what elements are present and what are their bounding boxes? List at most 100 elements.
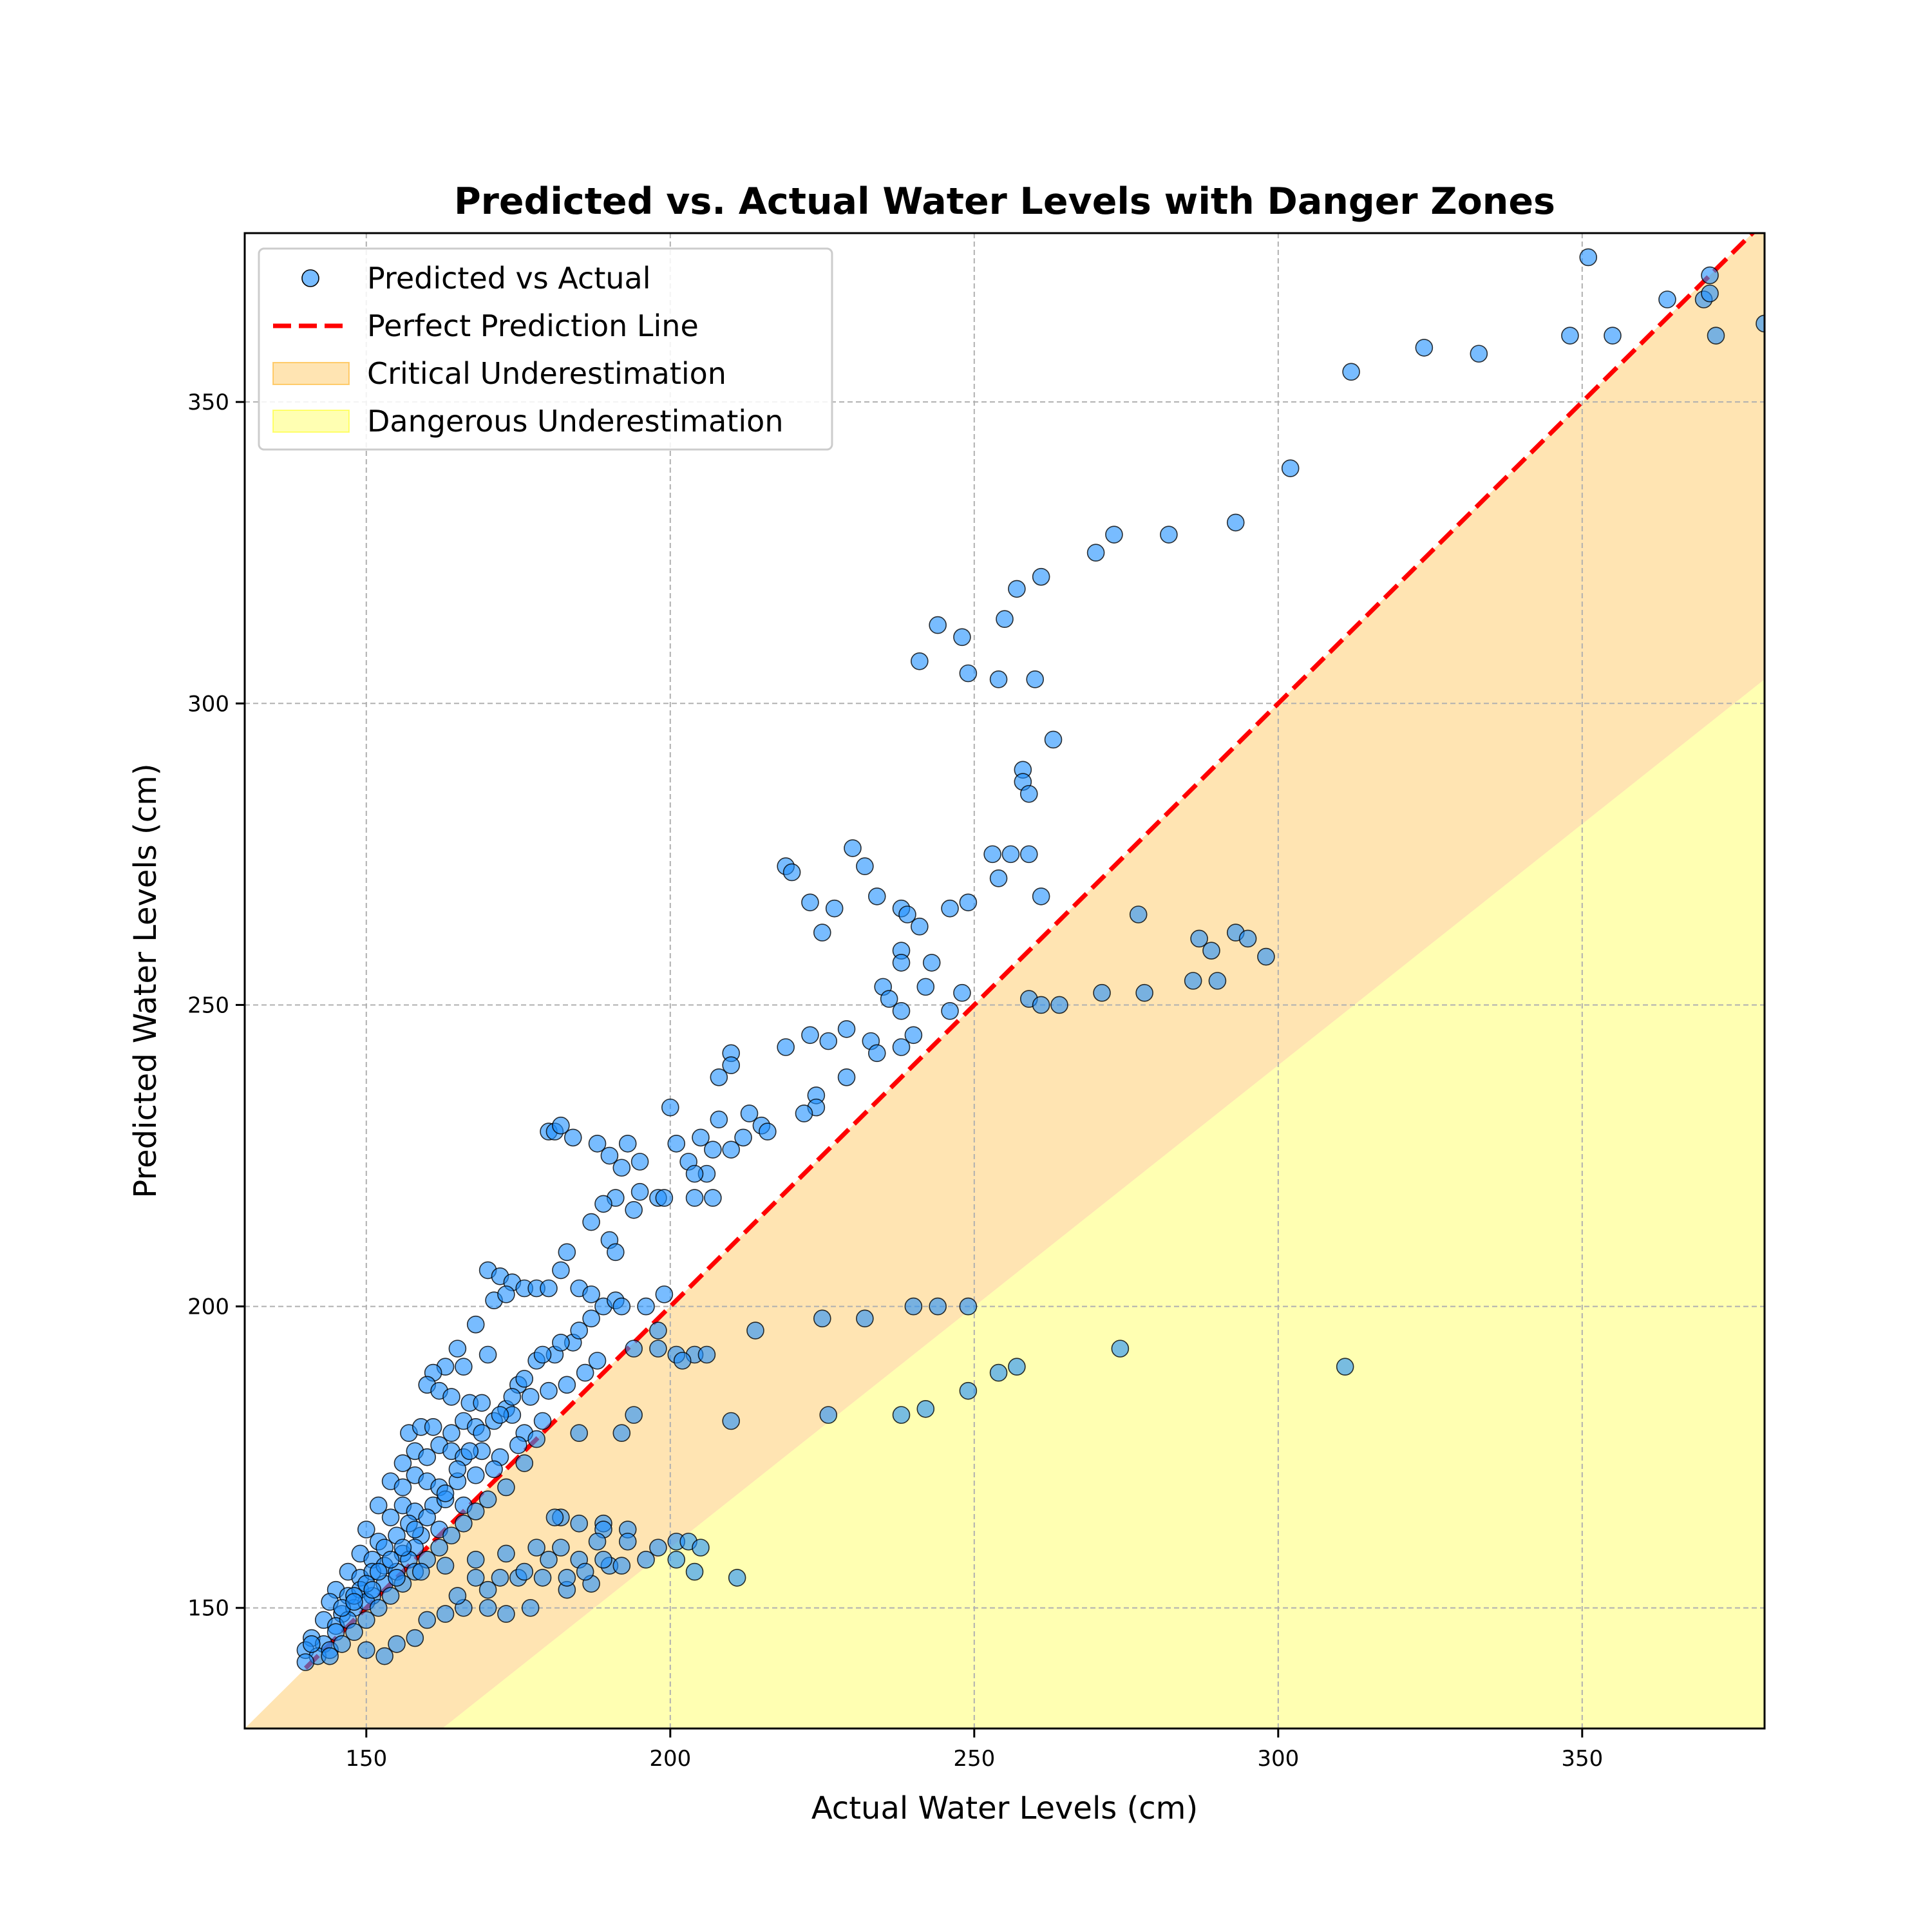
x-tick-label: 200 bbox=[649, 1746, 691, 1772]
data-point bbox=[929, 616, 947, 634]
data-point bbox=[388, 1635, 406, 1653]
data-point bbox=[527, 1430, 545, 1448]
data-point bbox=[296, 1653, 315, 1671]
data-point bbox=[734, 1128, 752, 1147]
data-point bbox=[418, 1508, 437, 1527]
data-point bbox=[406, 1520, 424, 1539]
data-point bbox=[953, 983, 971, 1002]
data-point bbox=[625, 1200, 643, 1219]
data-point bbox=[1135, 983, 1153, 1002]
data-point bbox=[381, 1508, 400, 1527]
data-point bbox=[759, 1122, 777, 1141]
data-point bbox=[1032, 887, 1050, 905]
x-axis-ticks: 150 200 250 300 350 bbox=[345, 1728, 1603, 1772]
data-point bbox=[570, 1424, 589, 1443]
data-point bbox=[406, 1629, 424, 1647]
data-point bbox=[1050, 996, 1068, 1014]
data-point bbox=[673, 1352, 692, 1370]
data-point bbox=[1561, 327, 1579, 345]
data-point bbox=[667, 1134, 686, 1153]
data-point bbox=[552, 1333, 570, 1352]
legend-label: Critical Underestimation bbox=[367, 356, 726, 391]
data-point bbox=[1008, 580, 1026, 598]
data-point bbox=[892, 954, 911, 972]
data-point bbox=[478, 1580, 497, 1599]
data-point bbox=[801, 1026, 819, 1045]
data-point bbox=[740, 1104, 759, 1122]
data-point bbox=[527, 1539, 545, 1557]
data-point bbox=[552, 1539, 570, 1557]
data-point bbox=[837, 1020, 856, 1038]
data-point bbox=[1019, 845, 1038, 864]
data-point bbox=[983, 845, 1001, 864]
data-point bbox=[953, 628, 971, 647]
data-point bbox=[1129, 905, 1148, 923]
data-point bbox=[393, 1454, 412, 1472]
data-point bbox=[345, 1623, 363, 1641]
data-point bbox=[685, 1562, 704, 1581]
legend-label: Perfect Prediction Line bbox=[367, 308, 699, 343]
y-tick-label: 250 bbox=[187, 992, 229, 1018]
data-point bbox=[497, 1285, 515, 1303]
data-point bbox=[1086, 544, 1105, 562]
data-point bbox=[649, 1321, 667, 1340]
data-point bbox=[941, 899, 959, 918]
data-point bbox=[685, 1164, 704, 1183]
legend-patch-icon bbox=[272, 362, 350, 385]
data-point bbox=[819, 1406, 838, 1424]
data-point bbox=[448, 1587, 467, 1605]
data-point bbox=[892, 1038, 911, 1056]
data-point bbox=[448, 1460, 467, 1479]
data-point bbox=[630, 1153, 649, 1171]
data-point bbox=[916, 1399, 935, 1418]
data-point bbox=[515, 1562, 534, 1581]
data-point bbox=[904, 1297, 923, 1316]
data-point bbox=[369, 1598, 388, 1617]
data-point bbox=[782, 863, 801, 882]
data-point bbox=[1160, 526, 1178, 544]
data-point bbox=[959, 664, 978, 683]
data-point bbox=[1111, 1340, 1130, 1358]
data-point bbox=[570, 1514, 589, 1533]
data-point bbox=[576, 1363, 594, 1382]
data-point bbox=[1238, 929, 1257, 948]
data-point bbox=[837, 1068, 856, 1086]
data-point bbox=[685, 1189, 704, 1207]
data-point bbox=[911, 917, 929, 936]
data-point bbox=[892, 1002, 911, 1020]
data-point bbox=[363, 1580, 382, 1599]
data-point bbox=[1701, 284, 1719, 303]
data-point bbox=[558, 1376, 576, 1394]
data-point bbox=[1756, 314, 1765, 333]
data-point bbox=[704, 1141, 722, 1159]
data-point bbox=[728, 1569, 746, 1587]
data-point bbox=[1026, 670, 1044, 688]
data-point bbox=[692, 1539, 710, 1557]
data-point bbox=[892, 1406, 911, 1424]
data-point bbox=[455, 1358, 473, 1376]
data-point bbox=[455, 1514, 473, 1533]
data-point bbox=[722, 1412, 740, 1430]
y-tick-label: 200 bbox=[187, 1294, 229, 1320]
data-point bbox=[813, 1309, 831, 1328]
plot-frame bbox=[243, 232, 1766, 1730]
data-point bbox=[867, 887, 886, 905]
data-point bbox=[746, 1321, 764, 1340]
data-point bbox=[1604, 327, 1622, 345]
data-point bbox=[491, 1406, 509, 1424]
data-point bbox=[375, 1647, 393, 1665]
data-point bbox=[959, 893, 978, 912]
data-point bbox=[582, 1309, 600, 1328]
data-point bbox=[594, 1195, 612, 1213]
data-point bbox=[497, 1605, 515, 1623]
data-point bbox=[989, 670, 1008, 688]
data-point bbox=[612, 1159, 631, 1177]
data-point bbox=[436, 1605, 455, 1623]
data-point bbox=[722, 1141, 740, 1159]
data-point bbox=[1208, 972, 1227, 990]
legend-label: Dangerous Underestimation bbox=[367, 404, 783, 439]
data-point bbox=[1032, 567, 1050, 586]
data-point bbox=[521, 1598, 540, 1617]
data-point bbox=[357, 1641, 375, 1660]
data-point bbox=[941, 1002, 959, 1020]
